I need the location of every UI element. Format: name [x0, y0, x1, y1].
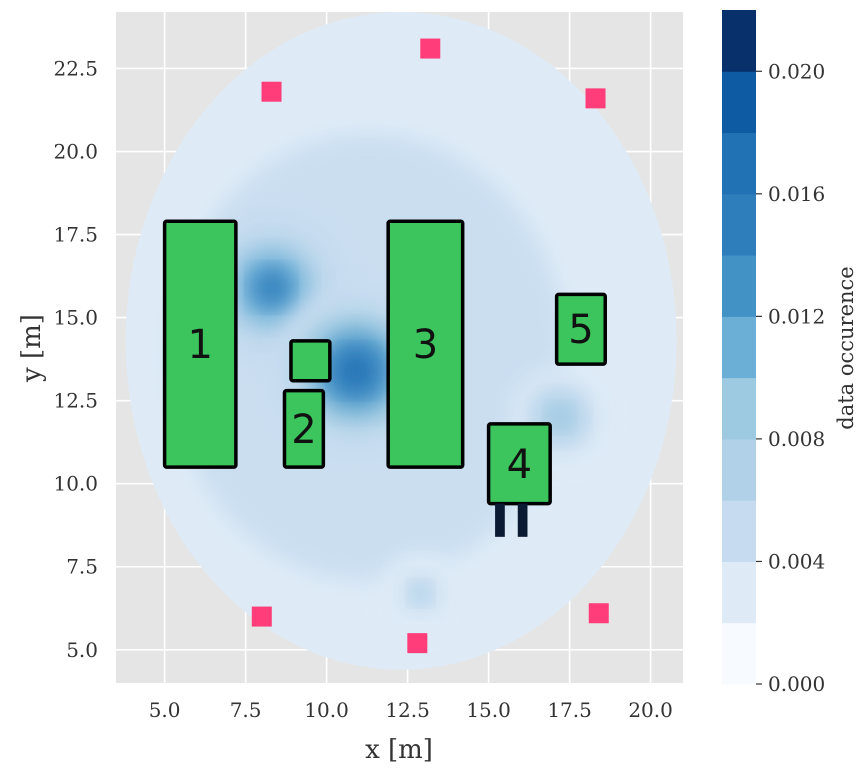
colorbar-tick-label: 0.016 — [768, 182, 825, 206]
colorbar-segment — [722, 193, 756, 256]
obstacle-leg — [495, 503, 505, 537]
anchors — [251, 38, 609, 654]
y-tick-label: 17.5 — [53, 223, 98, 247]
y-tick-label: 7.5 — [66, 555, 98, 579]
density-hotspot — [251, 267, 292, 308]
colorbar-segment — [722, 132, 756, 195]
colorbar-segment — [722, 622, 756, 685]
obstacle — [282, 388, 326, 469]
plot-area: 1 2 3 4 5 — [116, 12, 683, 683]
density-hotspot — [546, 404, 574, 431]
colorbar-segment — [722, 71, 756, 134]
colorbar-tick-label: 0.008 — [768, 427, 825, 451]
obstacle-label: 5 — [568, 307, 593, 353]
x-tick-label: 7.5 — [230, 698, 262, 722]
x-axis-title: x [m] — [365, 735, 433, 765]
y-tick-label: 5.0 — [66, 638, 98, 662]
colorbar-title: data occurence — [834, 266, 856, 429]
y-tick-label: 15.0 — [53, 306, 98, 330]
y-tick-label: 22.5 — [53, 56, 98, 80]
anchor-marker — [585, 88, 606, 109]
colorbar: 0.000 0.004 0.008 0.012 0.016 0.020 — [722, 10, 825, 696]
y-tick-label: 20.0 — [53, 140, 98, 164]
colorbar-segment — [722, 255, 756, 317]
obstacle-label: 4 — [507, 442, 532, 488]
colorbar-tick-label: 0.004 — [768, 549, 825, 573]
density-hotspot — [333, 348, 378, 393]
anchor-marker — [420, 38, 441, 59]
x-tick-label: 5.0 — [149, 698, 181, 722]
anchor-marker — [588, 603, 609, 624]
y-tick-label: 10.0 — [53, 472, 98, 496]
x-tick-label: 15.0 — [466, 698, 511, 722]
obstacle — [289, 339, 332, 383]
colorbar-segment — [722, 316, 756, 379]
colorbar-tick-label: 0.020 — [768, 59, 825, 83]
anchor-marker — [251, 606, 272, 627]
obstacle — [162, 219, 238, 469]
x-tick-label: 17.5 — [547, 698, 592, 722]
obstacle — [554, 292, 607, 366]
y-axis-title: y [m] — [17, 314, 47, 383]
colorbar-tick-label: 0.012 — [768, 304, 825, 328]
colorbar-segment — [722, 10, 756, 72]
colorbar-segment — [722, 438, 756, 501]
anchor-marker — [261, 81, 282, 102]
anchor-marker — [407, 633, 428, 654]
x-tick-labels: 5.0 7.5 10.0 12.5 15.0 17.5 20.0 — [149, 698, 673, 722]
density-hotspot — [409, 582, 432, 605]
obstacle-label: 3 — [413, 322, 438, 368]
colorbar-segment — [722, 500, 756, 562]
y-tick-labels: 5.0 7.5 10.0 12.5 15.0 17.5 20.0 22.5 — [53, 56, 98, 661]
x-tick-label: 20.0 — [628, 698, 673, 722]
y-tick-label: 12.5 — [53, 389, 98, 413]
obstacle-label: 1 — [188, 322, 213, 368]
colorbar-segment — [722, 377, 756, 440]
obstacle-label: 2 — [291, 407, 316, 453]
x-tick-label: 12.5 — [385, 698, 430, 722]
obstacle-leg — [517, 503, 528, 537]
colorbar-segment — [722, 561, 756, 624]
obstacle — [386, 219, 465, 469]
obstacles: 1 2 3 4 5 — [162, 219, 607, 537]
colorbar-tick-label: 0.000 — [768, 672, 825, 696]
x-tick-label: 10.0 — [304, 698, 349, 722]
